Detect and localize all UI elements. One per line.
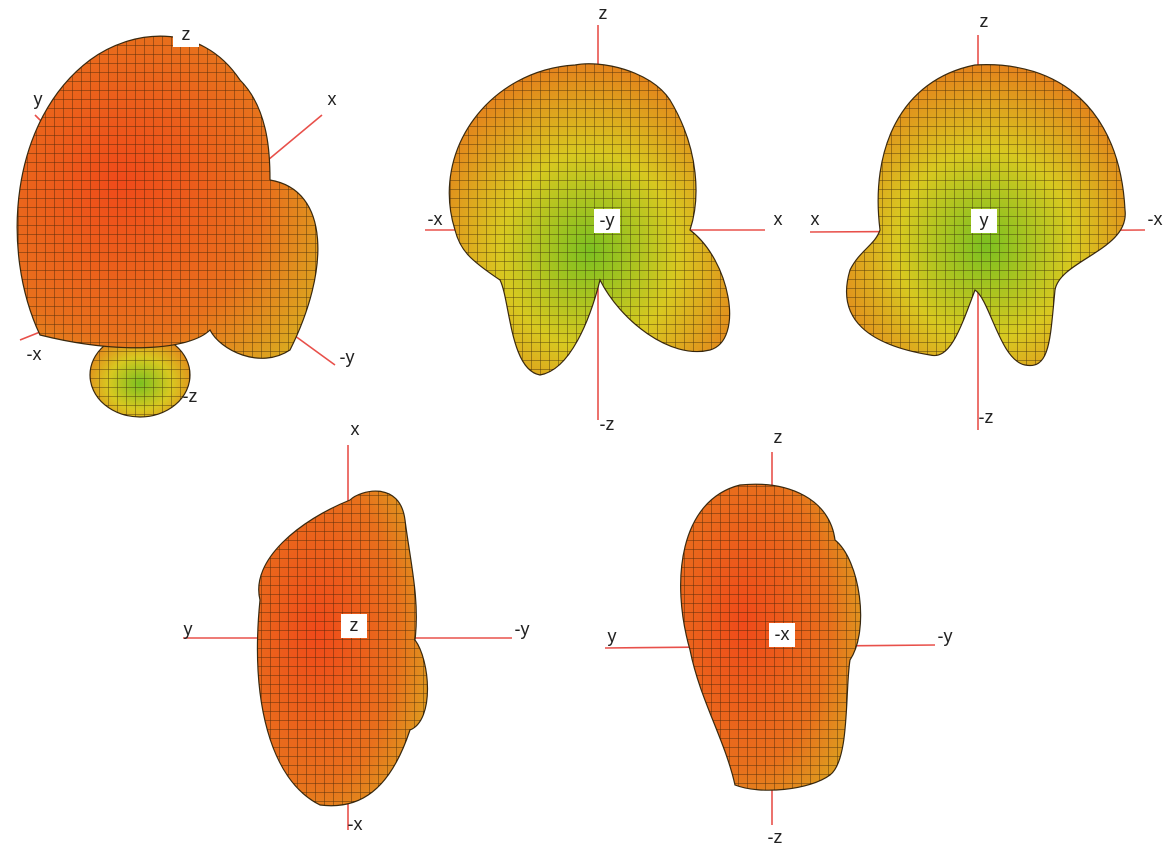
label-box — [769, 623, 795, 647]
axis-label: -x — [428, 209, 443, 229]
mesh — [90, 333, 190, 417]
view-2 — [425, 25, 765, 420]
axis-label: -z — [600, 414, 615, 434]
axis-label: z — [774, 427, 783, 447]
axis-label: y — [184, 619, 193, 639]
mesh — [257, 491, 428, 806]
axis-label: -x — [348, 814, 363, 834]
axis-label: -y — [515, 619, 530, 639]
label-box — [971, 209, 997, 233]
axis-label: -z — [768, 827, 783, 847]
axis-label: -y — [600, 210, 615, 230]
label-box — [341, 614, 367, 638]
axis — [261, 114, 323, 166]
axis-label: x — [811, 209, 820, 229]
axis-label: y — [34, 89, 43, 109]
label-box — [594, 209, 620, 233]
axis-label: -x — [27, 344, 42, 364]
axis-label: z — [182, 24, 191, 44]
axis-label: z — [350, 615, 359, 635]
axis-label: z — [980, 11, 989, 31]
axis-label: -y — [340, 347, 355, 367]
axis-label: y — [980, 210, 989, 230]
axis-labels: z y x -x -y -z z -x -y x -z z x y -x -z x y z -y -x z y -x -y -z — [27, 3, 1163, 847]
view-1 — [16, 35, 336, 418]
mesh — [17, 36, 318, 359]
axis-label: -x — [1148, 209, 1163, 229]
label-box — [173, 23, 199, 47]
axis-label: -z — [979, 407, 994, 427]
view-4 — [183, 445, 512, 830]
axis-label: y — [608, 626, 617, 646]
axis-label: x — [328, 89, 337, 109]
axis-label: z — [599, 3, 608, 23]
axis-label: -x — [775, 624, 790, 644]
mesh — [449, 63, 730, 376]
axis-label: x — [351, 419, 360, 439]
axis-label: -z — [183, 386, 198, 406]
axis-label: -y — [938, 626, 953, 646]
axis-label: x — [774, 209, 783, 229]
